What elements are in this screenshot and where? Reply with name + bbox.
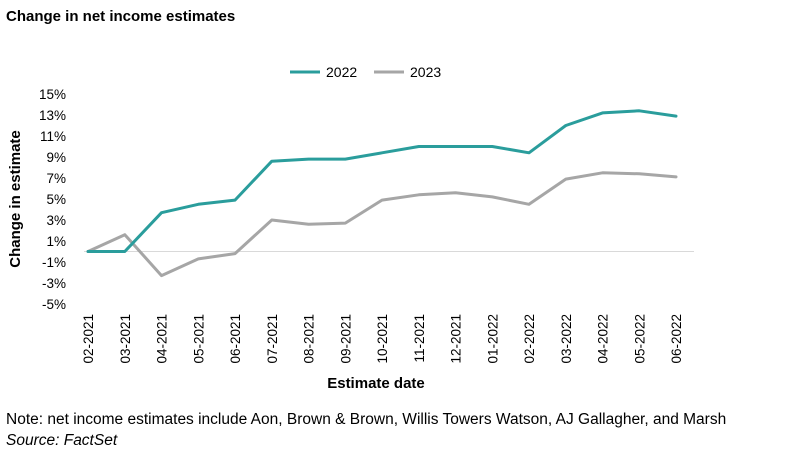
x-axis-label: Estimate date	[327, 375, 425, 392]
y-axis: 15% 13% 11% 9% 7% 5% 3% 1% -1% -3% -5%	[39, 87, 694, 312]
y-tick-label: 9%	[46, 150, 66, 165]
x-tick-label: 12-2021	[449, 314, 464, 364]
y-tick-label: 7%	[46, 171, 66, 186]
x-tick-label: 02-2021	[81, 314, 96, 364]
legend: 2022 2023	[290, 64, 441, 80]
y-tick-label: 13%	[39, 108, 66, 123]
y-tick-label: -3%	[42, 276, 66, 291]
chart-title: Change in net income estimates	[6, 8, 236, 25]
y-tick-label: 1%	[46, 234, 66, 249]
y-tick-label: -5%	[42, 297, 66, 312]
x-tick-label: 07-2021	[265, 314, 280, 364]
y-tick-label: 3%	[46, 213, 66, 228]
legend-label-2022: 2022	[326, 64, 357, 80]
x-tick-label: 03-2022	[559, 314, 574, 364]
series-group	[86, 109, 678, 278]
x-tick-label: 10-2021	[375, 314, 390, 364]
legend-label-2023: 2023	[410, 64, 441, 80]
series-line-2023	[86, 171, 678, 278]
x-tick-label: 09-2021	[338, 314, 353, 364]
x-tick-label: 05-2022	[632, 314, 647, 364]
footnote: Note: net income estimates include Aon, …	[6, 411, 727, 428]
x-tick-label: 03-2021	[118, 314, 133, 364]
x-tick-label: 02-2022	[522, 314, 537, 364]
y-tick-label: 5%	[46, 192, 66, 207]
x-tick-label: 04-2021	[155, 314, 170, 364]
y-tick-label: 15%	[39, 87, 66, 102]
y-axis-label: Change in estimate	[7, 130, 24, 268]
x-axis: 02-2021 03-2021 04-2021 05-2021 06-2021 07-20…	[81, 314, 684, 364]
x-tick-label: 06-2021	[228, 314, 243, 364]
x-tick-label: 06-2022	[669, 314, 684, 364]
x-tick-label: 04-2022	[596, 314, 611, 364]
x-tick-label: 11-2021	[412, 314, 427, 363]
source-note: Source: FactSet	[6, 432, 118, 449]
y-tick-label: 11%	[40, 129, 66, 144]
series-line-2022	[86, 109, 678, 253]
x-tick-label: 08-2021	[302, 314, 317, 364]
x-tick-label: 05-2021	[191, 314, 206, 364]
y-tick-label: -1%	[42, 255, 66, 270]
x-tick-label: 01-2022	[485, 314, 500, 364]
